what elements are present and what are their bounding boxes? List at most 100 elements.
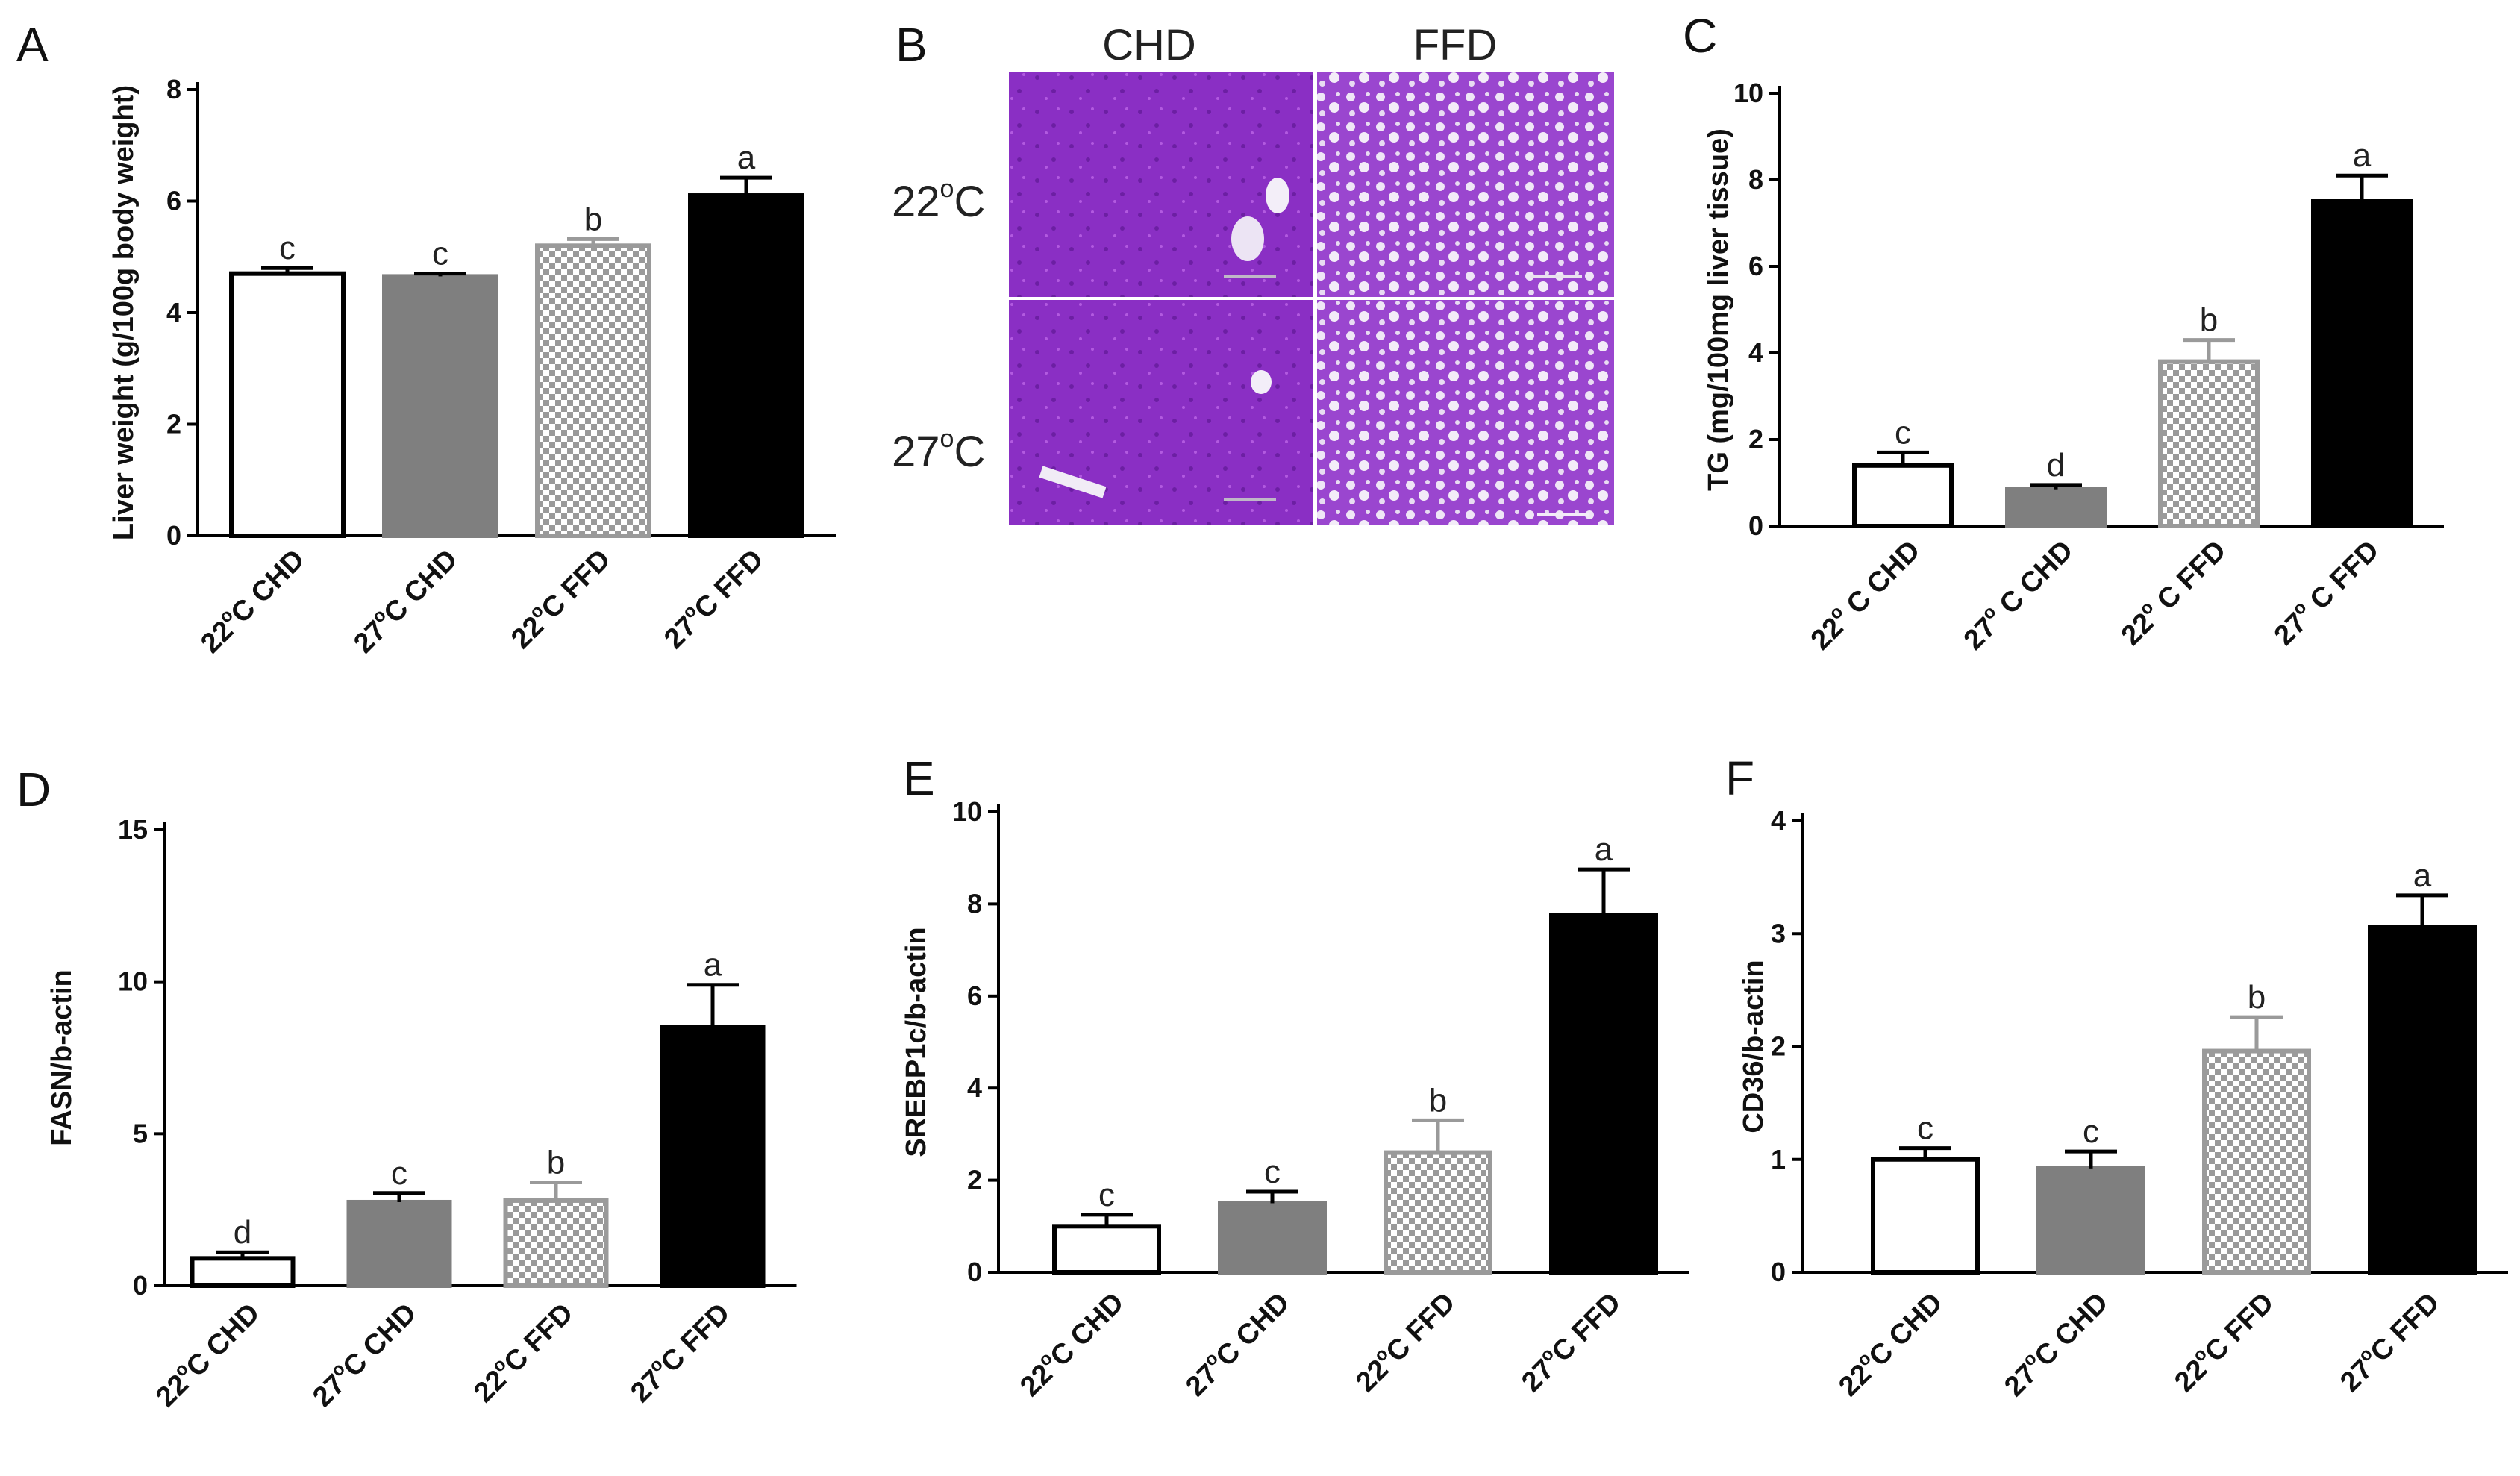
bar	[1549, 913, 1658, 1275]
significance-label: c	[1917, 1110, 1933, 1147]
chart-c: C TG (mg/100mg liver tissue) 0 2 4 6 8 10 c 22o C…	[1683, 9, 2444, 656]
significance-label: b	[584, 201, 602, 237]
panel-letter-b: B	[895, 18, 928, 72]
y-tick-label: 6	[967, 981, 982, 1011]
vessel-lumen	[1251, 370, 1272, 394]
y-axis-title: Liver weight (g/100g body weight)	[108, 85, 140, 540]
histology-image-27c-chd	[1009, 300, 1313, 525]
bar	[346, 1199, 452, 1288]
bar	[660, 1025, 766, 1289]
histology-image-27c-ffd	[1317, 300, 1614, 525]
significance-label: a	[1595, 831, 1613, 868]
y-tick-label: 8	[1748, 164, 1763, 195]
bar	[1871, 1157, 1980, 1275]
bar	[2005, 487, 2107, 529]
x-tick-label: 22oC FFD	[503, 542, 616, 655]
bar	[1218, 1201, 1327, 1275]
significance-label: b	[2248, 979, 2266, 1016]
panel-letter-e: E	[903, 751, 935, 805]
chart-f: F CD36/b-actin 0 1 2 3 4 c 22oC CHD c 27oC CHD b 22o…	[1725, 751, 2508, 1403]
significance-label: d	[234, 1214, 251, 1251]
panel-b: B CHD FFD 22oC 27oC	[892, 18, 1614, 525]
x-tick-label: 22oC FFD	[466, 1295, 579, 1409]
bar	[382, 274, 498, 538]
x-tick-label: 22oC CHD	[193, 542, 310, 660]
x-tick-label: 27o C CHD	[1956, 533, 2079, 656]
chart-a: A Liver weight (g/100g body weight) 0 2 4 6 8 c…	[16, 18, 836, 660]
bar	[2036, 1166, 2145, 1275]
bar	[503, 1198, 609, 1288]
y-tick-label: 15	[118, 814, 148, 845]
x-tick-label: 22oC FFD	[2166, 1285, 2280, 1398]
x-tick-label: 22oC CHD	[1830, 1285, 1948, 1403]
bar	[229, 271, 346, 538]
y-tick-label: 8	[967, 888, 982, 919]
vessel-lumen	[1266, 178, 1289, 213]
y-tick-label: 0	[1748, 510, 1763, 541]
y-tick-label: 4	[1771, 805, 1786, 836]
histology-col-label-ffd: FFD	[1413, 21, 1498, 69]
chart-e: E SREBP1c/b-actin 0 2 4 6 8 10 c 22oC CHD c 27oC CH…	[901, 751, 1689, 1403]
bar	[1852, 463, 1954, 528]
vessel-lumen	[1231, 216, 1264, 261]
y-tick-label: 6	[166, 186, 181, 216]
y-tick-label: 4	[1748, 337, 1763, 368]
x-tick-label: 27oC CHD	[1996, 1285, 2114, 1403]
bar	[1052, 1224, 1161, 1275]
y-tick-label: 3	[1771, 918, 1786, 948]
y-tick-label: 2	[1771, 1031, 1786, 1062]
y-tick-label: 5	[133, 1118, 148, 1148]
bar	[535, 243, 651, 538]
bar	[1384, 1150, 1492, 1275]
vessel-lumen	[1039, 466, 1107, 498]
significance-label: c	[279, 230, 296, 266]
x-tick-label: 27oC FFD	[656, 542, 769, 655]
x-tick-label: 27oC CHD	[346, 542, 463, 660]
x-tick-label: 27oC FFD	[2332, 1285, 2445, 1398]
x-tick-label: 27oC FFD	[622, 1295, 736, 1409]
y-tick-label: 4	[967, 1072, 982, 1103]
y-tick-label: 8	[166, 74, 181, 104]
significance-label: c	[391, 1155, 407, 1192]
y-axis-title: CD36/b-actin	[1738, 960, 1769, 1133]
significance-label: a	[2353, 137, 2372, 174]
panel-letter-d: D	[16, 763, 51, 816]
significance-label: a	[2413, 857, 2432, 894]
bar	[2158, 359, 2260, 528]
y-tick-label: 1	[1771, 1144, 1786, 1175]
bar	[2311, 199, 2413, 528]
y-tick-label: 6	[1748, 251, 1763, 281]
y-tick-label: 2	[1748, 424, 1763, 454]
significance-label: c	[2083, 1113, 2099, 1150]
histology-image-22c-ffd	[1317, 72, 1614, 297]
panel-letter-c: C	[1683, 9, 1717, 63]
bar	[2368, 925, 2477, 1275]
significance-label: b	[2200, 302, 2218, 339]
panel-letter-f: F	[1725, 751, 1754, 805]
significance-label: c	[1264, 1154, 1281, 1190]
y-tick-label: 0	[1771, 1257, 1786, 1287]
y-tick-label: 10	[952, 796, 982, 827]
histology-col-label-chd: CHD	[1102, 21, 1196, 69]
bar	[688, 193, 804, 538]
y-tick-label: 0	[166, 520, 181, 551]
x-tick-label: 22o C FFD	[2113, 533, 2232, 651]
x-tick-label: 27o C FFD	[2266, 533, 2385, 651]
x-tick-label: 22oC CHD	[1012, 1285, 1130, 1403]
x-tick-label: 22o C CHD	[1803, 533, 1926, 656]
x-tick-label: 22oC CHD	[148, 1295, 266, 1413]
y-axis-title: FASN/b-actin	[46, 969, 78, 1145]
significance-label: c	[1895, 414, 1911, 451]
significance-label: d	[2047, 447, 2065, 484]
chart-d: D FASN/b-actin 0 5 10 15 d 22oC CHD c 27oC CHD b 22…	[16, 763, 797, 1413]
y-axis-title: TG (mg/100mg liver tissue)	[1703, 128, 1734, 491]
significance-label: a	[737, 140, 756, 176]
significance-label: a	[704, 947, 722, 984]
x-tick-label: 27oC CHD	[1178, 1285, 1295, 1403]
x-tick-label: 27oC CHD	[304, 1295, 422, 1413]
y-tick-label: 2	[967, 1165, 982, 1195]
histology-image-22c-chd	[1009, 72, 1313, 297]
bar	[190, 1256, 296, 1288]
significance-label: c	[432, 236, 448, 272]
